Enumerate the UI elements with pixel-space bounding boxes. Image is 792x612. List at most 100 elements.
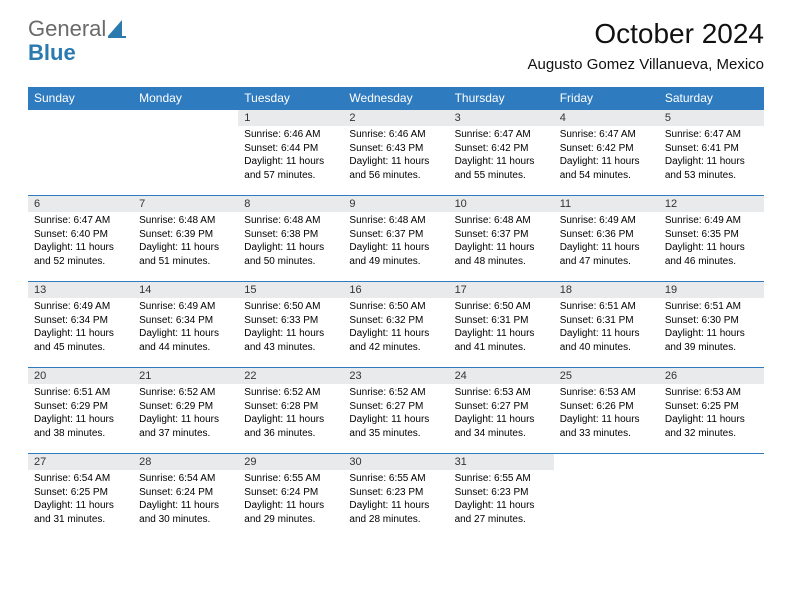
day-number: 11 bbox=[554, 196, 659, 212]
weekday-header: Friday bbox=[554, 87, 659, 110]
day-details: Sunrise: 6:48 AMSunset: 6:37 PMDaylight:… bbox=[449, 212, 554, 272]
day-number: 5 bbox=[659, 110, 764, 126]
day-number: 31 bbox=[449, 454, 554, 470]
day-details: Sunrise: 6:48 AMSunset: 6:37 PMDaylight:… bbox=[343, 212, 448, 272]
logo: General bbox=[28, 18, 128, 40]
day-number: 2 bbox=[343, 110, 448, 126]
day-number: 9 bbox=[343, 196, 448, 212]
day-details: Sunrise: 6:52 AMSunset: 6:28 PMDaylight:… bbox=[238, 384, 343, 444]
day-details: Sunrise: 6:50 AMSunset: 6:31 PMDaylight:… bbox=[449, 298, 554, 358]
day-details: Sunrise: 6:50 AMSunset: 6:33 PMDaylight:… bbox=[238, 298, 343, 358]
day-number: 8 bbox=[238, 196, 343, 212]
calendar-day-cell: 22Sunrise: 6:52 AMSunset: 6:28 PMDayligh… bbox=[238, 368, 343, 454]
day-number: 1 bbox=[238, 110, 343, 126]
day-details: Sunrise: 6:46 AMSunset: 6:43 PMDaylight:… bbox=[343, 126, 448, 186]
calendar-day-cell: 18Sunrise: 6:51 AMSunset: 6:31 PMDayligh… bbox=[554, 282, 659, 368]
calendar-day-cell: 6Sunrise: 6:47 AMSunset: 6:40 PMDaylight… bbox=[28, 196, 133, 282]
calendar-day-cell: 31Sunrise: 6:55 AMSunset: 6:23 PMDayligh… bbox=[449, 454, 554, 540]
calendar-day-cell: 7Sunrise: 6:48 AMSunset: 6:39 PMDaylight… bbox=[133, 196, 238, 282]
calendar-day-cell: 14Sunrise: 6:49 AMSunset: 6:34 PMDayligh… bbox=[133, 282, 238, 368]
day-number: 21 bbox=[133, 368, 238, 384]
calendar-day-cell bbox=[133, 110, 238, 196]
day-details: Sunrise: 6:55 AMSunset: 6:23 PMDaylight:… bbox=[449, 470, 554, 530]
day-details: Sunrise: 6:55 AMSunset: 6:23 PMDaylight:… bbox=[343, 470, 448, 530]
calendar-day-cell: 1Sunrise: 6:46 AMSunset: 6:44 PMDaylight… bbox=[238, 110, 343, 196]
calendar-day-cell: 17Sunrise: 6:50 AMSunset: 6:31 PMDayligh… bbox=[449, 282, 554, 368]
day-details: Sunrise: 6:50 AMSunset: 6:32 PMDaylight:… bbox=[343, 298, 448, 358]
calendar-day-cell: 25Sunrise: 6:53 AMSunset: 6:26 PMDayligh… bbox=[554, 368, 659, 454]
calendar-week-row: 27Sunrise: 6:54 AMSunset: 6:25 PMDayligh… bbox=[28, 454, 764, 540]
day-details: Sunrise: 6:49 AMSunset: 6:34 PMDaylight:… bbox=[133, 298, 238, 358]
day-number: 19 bbox=[659, 282, 764, 298]
title-block: October 2024 Augusto Gomez Villanueva, M… bbox=[527, 18, 764, 73]
location-label: Augusto Gomez Villanueva, Mexico bbox=[527, 56, 764, 73]
weekday-header: Wednesday bbox=[343, 87, 448, 110]
logo-sail-icon bbox=[108, 20, 128, 38]
day-details: Sunrise: 6:49 AMSunset: 6:34 PMDaylight:… bbox=[28, 298, 133, 358]
logo-text-2-wrap: Blue bbox=[28, 40, 76, 66]
calendar-day-cell: 23Sunrise: 6:52 AMSunset: 6:27 PMDayligh… bbox=[343, 368, 448, 454]
day-number: 4 bbox=[554, 110, 659, 126]
day-details: Sunrise: 6:53 AMSunset: 6:25 PMDaylight:… bbox=[659, 384, 764, 444]
calendar-week-row: 13Sunrise: 6:49 AMSunset: 6:34 PMDayligh… bbox=[28, 282, 764, 368]
day-details: Sunrise: 6:52 AMSunset: 6:29 PMDaylight:… bbox=[133, 384, 238, 444]
day-details: Sunrise: 6:55 AMSunset: 6:24 PMDaylight:… bbox=[238, 470, 343, 530]
calendar-day-cell: 4Sunrise: 6:47 AMSunset: 6:42 PMDaylight… bbox=[554, 110, 659, 196]
calendar-day-cell: 27Sunrise: 6:54 AMSunset: 6:25 PMDayligh… bbox=[28, 454, 133, 540]
day-number: 12 bbox=[659, 196, 764, 212]
logo-text-2: Blue bbox=[28, 40, 76, 65]
day-number: 24 bbox=[449, 368, 554, 384]
day-details: Sunrise: 6:47 AMSunset: 6:42 PMDaylight:… bbox=[554, 126, 659, 186]
day-number: 3 bbox=[449, 110, 554, 126]
day-number: 22 bbox=[238, 368, 343, 384]
calendar-day-cell: 3Sunrise: 6:47 AMSunset: 6:42 PMDaylight… bbox=[449, 110, 554, 196]
calendar-header-row: SundayMondayTuesdayWednesdayThursdayFrid… bbox=[28, 87, 764, 110]
day-number: 15 bbox=[238, 282, 343, 298]
day-number: 23 bbox=[343, 368, 448, 384]
weekday-header: Sunday bbox=[28, 87, 133, 110]
calendar-day-cell: 12Sunrise: 6:49 AMSunset: 6:35 PMDayligh… bbox=[659, 196, 764, 282]
calendar-day-cell bbox=[659, 454, 764, 540]
day-number: 16 bbox=[343, 282, 448, 298]
day-number: 27 bbox=[28, 454, 133, 470]
weekday-header: Tuesday bbox=[238, 87, 343, 110]
day-details: Sunrise: 6:51 AMSunset: 6:31 PMDaylight:… bbox=[554, 298, 659, 358]
calendar-day-cell: 5Sunrise: 6:47 AMSunset: 6:41 PMDaylight… bbox=[659, 110, 764, 196]
day-number: 6 bbox=[28, 196, 133, 212]
day-number: 17 bbox=[449, 282, 554, 298]
calendar-day-cell: 30Sunrise: 6:55 AMSunset: 6:23 PMDayligh… bbox=[343, 454, 448, 540]
calendar-day-cell bbox=[554, 454, 659, 540]
day-number: 13 bbox=[28, 282, 133, 298]
day-details: Sunrise: 6:53 AMSunset: 6:26 PMDaylight:… bbox=[554, 384, 659, 444]
day-details: Sunrise: 6:47 AMSunset: 6:41 PMDaylight:… bbox=[659, 126, 764, 186]
day-details: Sunrise: 6:51 AMSunset: 6:30 PMDaylight:… bbox=[659, 298, 764, 358]
day-number: 14 bbox=[133, 282, 238, 298]
day-details: Sunrise: 6:49 AMSunset: 6:35 PMDaylight:… bbox=[659, 212, 764, 272]
calendar-day-cell: 26Sunrise: 6:53 AMSunset: 6:25 PMDayligh… bbox=[659, 368, 764, 454]
calendar-week-row: 1Sunrise: 6:46 AMSunset: 6:44 PMDaylight… bbox=[28, 110, 764, 196]
calendar-day-cell: 16Sunrise: 6:50 AMSunset: 6:32 PMDayligh… bbox=[343, 282, 448, 368]
calendar-day-cell: 15Sunrise: 6:50 AMSunset: 6:33 PMDayligh… bbox=[238, 282, 343, 368]
calendar-day-cell: 2Sunrise: 6:46 AMSunset: 6:43 PMDaylight… bbox=[343, 110, 448, 196]
day-details: Sunrise: 6:52 AMSunset: 6:27 PMDaylight:… bbox=[343, 384, 448, 444]
day-details: Sunrise: 6:51 AMSunset: 6:29 PMDaylight:… bbox=[28, 384, 133, 444]
day-details: Sunrise: 6:47 AMSunset: 6:40 PMDaylight:… bbox=[28, 212, 133, 272]
day-number: 29 bbox=[238, 454, 343, 470]
day-number: 26 bbox=[659, 368, 764, 384]
calendar-day-cell: 29Sunrise: 6:55 AMSunset: 6:24 PMDayligh… bbox=[238, 454, 343, 540]
calendar-day-cell: 21Sunrise: 6:52 AMSunset: 6:29 PMDayligh… bbox=[133, 368, 238, 454]
day-number: 10 bbox=[449, 196, 554, 212]
day-number: 18 bbox=[554, 282, 659, 298]
calendar-day-cell: 20Sunrise: 6:51 AMSunset: 6:29 PMDayligh… bbox=[28, 368, 133, 454]
day-details: Sunrise: 6:54 AMSunset: 6:24 PMDaylight:… bbox=[133, 470, 238, 530]
day-details: Sunrise: 6:49 AMSunset: 6:36 PMDaylight:… bbox=[554, 212, 659, 272]
weekday-header: Thursday bbox=[449, 87, 554, 110]
day-details: Sunrise: 6:54 AMSunset: 6:25 PMDaylight:… bbox=[28, 470, 133, 530]
calendar-day-cell: 28Sunrise: 6:54 AMSunset: 6:24 PMDayligh… bbox=[133, 454, 238, 540]
calendar-day-cell: 9Sunrise: 6:48 AMSunset: 6:37 PMDaylight… bbox=[343, 196, 448, 282]
day-number: 30 bbox=[343, 454, 448, 470]
calendar-week-row: 20Sunrise: 6:51 AMSunset: 6:29 PMDayligh… bbox=[28, 368, 764, 454]
day-number: 7 bbox=[133, 196, 238, 212]
calendar-day-cell: 10Sunrise: 6:48 AMSunset: 6:37 PMDayligh… bbox=[449, 196, 554, 282]
weekday-header: Saturday bbox=[659, 87, 764, 110]
